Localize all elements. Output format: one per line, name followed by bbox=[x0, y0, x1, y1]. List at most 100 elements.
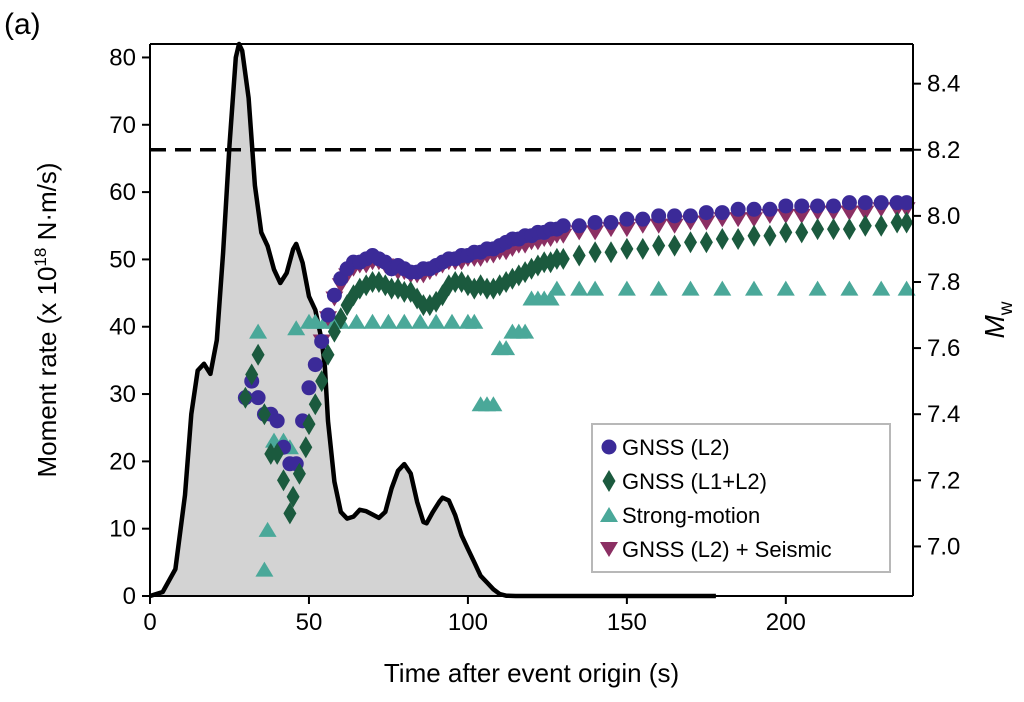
data-point bbox=[873, 195, 889, 211]
y-axis-label: Moment rate (x 1018 N·m/s) bbox=[31, 162, 62, 477]
data-point bbox=[636, 237, 650, 260]
data-point bbox=[302, 413, 316, 436]
data-point bbox=[555, 218, 571, 234]
legend-box bbox=[591, 423, 891, 573]
data-point bbox=[668, 234, 682, 257]
data-point bbox=[308, 393, 322, 416]
data-point bbox=[619, 211, 635, 227]
data-point bbox=[699, 231, 713, 254]
data-point bbox=[714, 205, 730, 221]
x-tick-label: 150 bbox=[607, 609, 647, 636]
data-point bbox=[900, 211, 914, 234]
legend-marker bbox=[602, 470, 616, 492]
y-tick-label: 20 bbox=[109, 448, 136, 475]
data-point bbox=[277, 469, 290, 492]
legend-label: GNSS (L2) bbox=[622, 435, 730, 460]
data-point bbox=[287, 320, 306, 336]
data-point bbox=[315, 370, 329, 393]
data-point bbox=[745, 280, 763, 296]
data-point bbox=[334, 307, 348, 330]
data-point bbox=[547, 280, 566, 296]
data-point bbox=[251, 343, 265, 366]
data-point bbox=[776, 208, 795, 224]
x-tick-label: 50 bbox=[296, 609, 323, 636]
data-point bbox=[257, 403, 271, 426]
data-point bbox=[465, 313, 484, 329]
legend-marker bbox=[600, 507, 618, 522]
data-point bbox=[586, 225, 605, 241]
data-point bbox=[842, 218, 856, 241]
y2-tick-label: 7.8 bbox=[927, 269, 960, 296]
data-point bbox=[255, 561, 274, 577]
y2-tick-label: 8.0 bbox=[927, 203, 960, 230]
data-point bbox=[665, 218, 684, 234]
y-tick-label: 40 bbox=[109, 314, 136, 341]
moment-rate-line bbox=[149, 41, 716, 599]
data-point bbox=[811, 218, 825, 241]
y-tick-label: 50 bbox=[109, 246, 136, 273]
data-point bbox=[713, 280, 732, 296]
data-point bbox=[857, 195, 873, 211]
data-point bbox=[411, 313, 430, 329]
data-point bbox=[617, 222, 636, 238]
y-tick-label: 10 bbox=[109, 516, 136, 543]
y2-axis-label: Mw bbox=[979, 301, 1017, 338]
data-point bbox=[681, 280, 700, 296]
y-tick-label: 0 bbox=[123, 583, 136, 610]
data-point bbox=[571, 218, 587, 234]
data-point bbox=[292, 462, 306, 485]
legend: GNSS (L2) GNSS (L1+L2) Strong-motion GNSS (… bbox=[591, 423, 891, 573]
data-point bbox=[667, 208, 683, 224]
data-point bbox=[794, 198, 810, 214]
series-0 bbox=[237, 195, 915, 472]
data-point bbox=[856, 205, 875, 221]
data-point bbox=[620, 237, 634, 260]
data-point bbox=[586, 280, 605, 296]
data-point bbox=[810, 198, 826, 214]
data-point bbox=[872, 280, 891, 296]
data-point bbox=[897, 280, 916, 296]
data-point bbox=[762, 201, 778, 217]
data-point bbox=[684, 231, 697, 254]
data-point bbox=[588, 241, 602, 264]
y2-tick-label: 8.2 bbox=[927, 137, 960, 164]
series-1 bbox=[238, 211, 914, 525]
data-point bbox=[649, 218, 668, 234]
data-point bbox=[320, 307, 336, 323]
data-point bbox=[808, 280, 827, 296]
data-point bbox=[326, 287, 342, 303]
data-point bbox=[840, 205, 859, 221]
data-point bbox=[858, 214, 872, 237]
data-point bbox=[682, 208, 698, 224]
data-point bbox=[603, 214, 619, 230]
data-point bbox=[556, 247, 570, 270]
data-point bbox=[779, 221, 793, 244]
data-point bbox=[792, 208, 811, 224]
data-point bbox=[286, 485, 300, 508]
y-tick-label: 60 bbox=[109, 179, 136, 206]
data-point bbox=[379, 313, 398, 329]
data-point bbox=[635, 211, 651, 227]
data-point bbox=[729, 212, 748, 228]
data-point bbox=[826, 198, 842, 214]
data-point bbox=[763, 224, 777, 247]
data-point bbox=[395, 313, 414, 329]
data-point bbox=[347, 313, 366, 329]
data-point bbox=[245, 363, 259, 386]
data-point bbox=[746, 201, 762, 217]
y2-tick-label: 7.2 bbox=[927, 467, 960, 494]
data-point bbox=[747, 224, 761, 247]
data-point bbox=[587, 214, 603, 230]
data-point bbox=[840, 280, 859, 296]
data-point bbox=[238, 386, 252, 409]
data-point bbox=[249, 323, 268, 339]
data-point bbox=[443, 313, 461, 329]
data-point bbox=[321, 343, 335, 366]
data-point bbox=[299, 436, 313, 459]
legend-label: GNSS (L1+L2) bbox=[622, 469, 767, 494]
y2-tick-label: 7.6 bbox=[927, 335, 960, 362]
data-point bbox=[572, 244, 586, 267]
data-point bbox=[516, 323, 535, 339]
legend-label: Strong-motion bbox=[622, 503, 760, 528]
